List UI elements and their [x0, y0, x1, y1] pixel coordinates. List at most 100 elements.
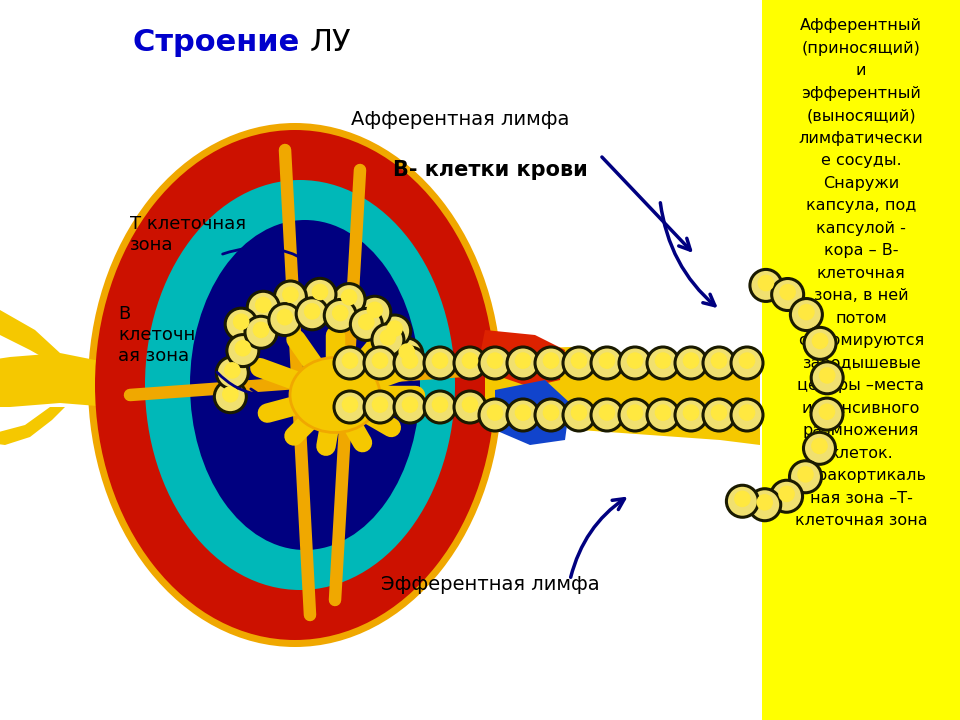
Circle shape [269, 304, 300, 336]
Circle shape [542, 352, 560, 369]
Circle shape [756, 494, 773, 510]
Text: (приносящий): (приносящий) [802, 40, 921, 55]
Circle shape [394, 347, 426, 379]
Text: Афферентный: Афферентный [800, 18, 922, 33]
Circle shape [627, 405, 643, 421]
Text: кора – В-: кора – В- [824, 243, 899, 258]
Ellipse shape [220, 467, 330, 542]
Polygon shape [0, 353, 110, 407]
Circle shape [811, 361, 843, 394]
Circle shape [703, 399, 735, 431]
Text: потом: потом [835, 310, 887, 325]
Circle shape [599, 352, 615, 369]
Circle shape [535, 399, 567, 431]
Circle shape [364, 347, 396, 379]
Circle shape [731, 399, 763, 431]
Text: капсулой -: капсулой - [816, 220, 906, 235]
Circle shape [324, 300, 356, 331]
Ellipse shape [212, 272, 298, 338]
Circle shape [342, 352, 358, 369]
Circle shape [811, 438, 828, 454]
Ellipse shape [290, 358, 380, 433]
Text: сформируются: сформируются [798, 333, 924, 348]
Text: капсула, под: капсула, под [805, 198, 916, 213]
Text: и: и [855, 63, 866, 78]
Circle shape [731, 347, 763, 379]
Circle shape [515, 352, 531, 369]
Text: В- клетки крови: В- клетки крови [393, 160, 588, 180]
Text: ЛУ: ЛУ [310, 28, 351, 57]
Circle shape [216, 357, 249, 389]
Circle shape [432, 396, 448, 413]
Circle shape [515, 405, 531, 421]
Circle shape [675, 399, 707, 431]
Polygon shape [0, 407, 65, 445]
Circle shape [432, 352, 448, 369]
Ellipse shape [190, 220, 420, 550]
Circle shape [797, 466, 814, 482]
Circle shape [233, 313, 250, 330]
Circle shape [391, 338, 422, 370]
Circle shape [738, 352, 756, 369]
Circle shape [424, 391, 456, 423]
Circle shape [734, 490, 751, 507]
Circle shape [749, 489, 780, 521]
Polygon shape [485, 347, 760, 445]
Circle shape [812, 333, 828, 349]
Ellipse shape [88, 123, 502, 647]
Circle shape [372, 324, 404, 356]
Circle shape [570, 405, 588, 421]
Circle shape [727, 485, 758, 517]
Circle shape [591, 347, 623, 379]
Text: центры –места: центры –места [798, 378, 924, 393]
Text: зародышевые: зародышевые [802, 356, 921, 371]
Circle shape [507, 399, 539, 431]
Ellipse shape [265, 455, 355, 515]
Text: (выносящий): (выносящий) [806, 108, 916, 123]
Text: Афферентная лимфа: Афферентная лимфа [350, 110, 569, 129]
Circle shape [599, 405, 615, 421]
Text: эфферентный: эфферентный [801, 86, 921, 101]
Circle shape [487, 405, 503, 421]
Text: Строение: Строение [133, 28, 310, 57]
Text: ная зона –Т-: ная зона –Т- [809, 490, 912, 505]
Circle shape [226, 308, 257, 340]
Circle shape [296, 298, 328, 330]
Circle shape [655, 352, 671, 369]
Circle shape [364, 391, 396, 423]
Circle shape [275, 281, 306, 313]
Circle shape [222, 386, 239, 402]
Ellipse shape [307, 420, 402, 500]
Circle shape [619, 399, 651, 431]
Circle shape [350, 308, 382, 341]
Text: е сосуды.: е сосуды. [821, 153, 901, 168]
Circle shape [234, 340, 252, 356]
Circle shape [675, 347, 707, 379]
Circle shape [591, 399, 623, 431]
Circle shape [462, 396, 478, 413]
Circle shape [214, 381, 247, 413]
Polygon shape [495, 380, 570, 445]
Circle shape [683, 405, 699, 421]
Ellipse shape [305, 255, 395, 325]
Circle shape [424, 347, 456, 379]
Ellipse shape [282, 307, 368, 402]
Circle shape [227, 335, 259, 366]
Circle shape [819, 403, 835, 420]
Circle shape [487, 352, 503, 369]
Circle shape [454, 347, 486, 379]
Circle shape [401, 396, 419, 413]
Circle shape [333, 284, 365, 315]
Circle shape [535, 347, 567, 379]
Circle shape [341, 289, 357, 305]
Circle shape [780, 284, 796, 300]
Circle shape [563, 399, 595, 431]
Ellipse shape [313, 295, 388, 355]
Circle shape [819, 367, 835, 384]
Ellipse shape [145, 180, 455, 590]
Circle shape [563, 347, 595, 379]
Circle shape [462, 352, 478, 369]
Circle shape [479, 347, 511, 379]
Circle shape [804, 328, 836, 359]
Circle shape [304, 279, 336, 310]
